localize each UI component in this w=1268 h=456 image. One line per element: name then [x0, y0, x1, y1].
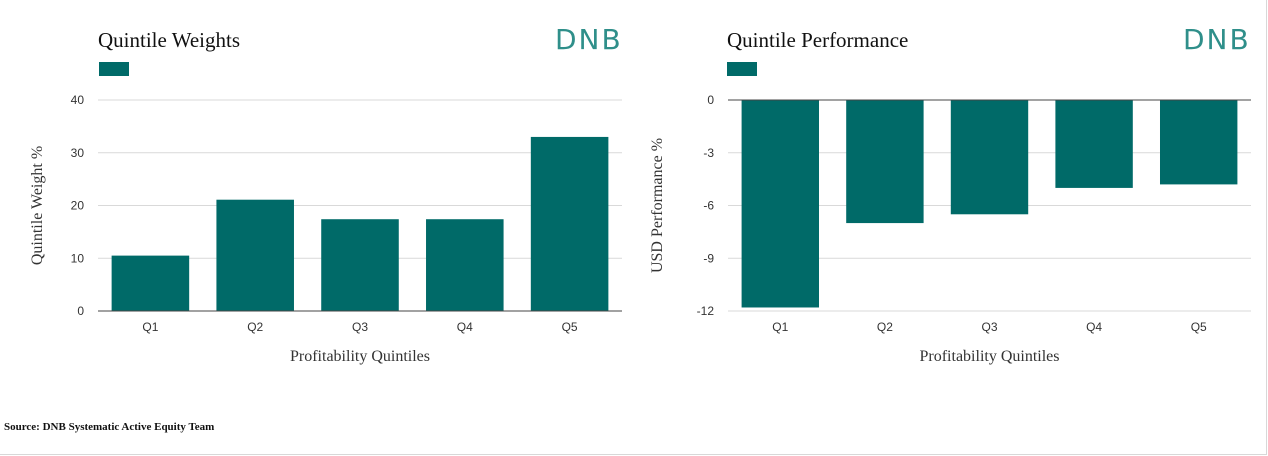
- bar-q1: [741, 100, 820, 308]
- chart-panel-quintile-weights: Quintile Weights DNB 0 10 20 30 40 Q1 Q2 Q3 Q4 Q5…: [0, 0, 634, 380]
- y-tick-label: 30: [71, 146, 85, 160]
- y-tick-label: 40: [71, 93, 85, 107]
- x-tick-label: Q3: [352, 320, 368, 334]
- bar-q2: [846, 100, 924, 224]
- x-tick-label: Q1: [142, 320, 158, 334]
- y-axis-title: Quintile Weight %: [29, 146, 46, 265]
- y-axis-title: USD Performance %: [649, 138, 666, 273]
- dnb-logo: DNB: [1183, 23, 1251, 56]
- y-tick-label: 10: [71, 251, 85, 265]
- y-tick-label: 0: [707, 93, 714, 107]
- x-axis-title: Profitability Quintiles: [290, 348, 430, 365]
- chart-svg-quintile-performance: 0 -3 -6 -9 -12 Q1 Q2 Q3 Q4 Q5 Profitability Quinti…: [649, 93, 1251, 365]
- x-tick-label: Q4: [1086, 320, 1102, 334]
- bar-q5: [1159, 100, 1238, 185]
- x-axis-title: Profitability Quintiles: [920, 348, 1060, 365]
- bar-q3: [321, 219, 399, 311]
- source-note: Source: DNB Systematic Active Equity Tea…: [4, 421, 215, 433]
- x-tick-label: Q3: [981, 320, 997, 334]
- y-tick-label: -6: [703, 199, 714, 213]
- y-tick-label: 0: [77, 304, 84, 318]
- bar-q2: [216, 199, 294, 311]
- x-tick-label: Q1: [772, 320, 788, 334]
- x-tick-label: Q2: [247, 320, 263, 334]
- legend-swatch: [99, 62, 129, 76]
- bar-q4: [426, 219, 504, 311]
- x-tick-label: Q5: [1191, 320, 1207, 334]
- bar-q4: [1055, 100, 1133, 188]
- bar-q1: [111, 255, 190, 311]
- x-tick-label: Q2: [877, 320, 893, 334]
- legend-swatch: [727, 62, 757, 76]
- bar-q5: [530, 136, 609, 311]
- y-tick-label: -12: [697, 304, 715, 318]
- x-tick-label: Q5: [562, 320, 578, 334]
- y-tick-label: -9: [703, 251, 714, 265]
- x-tick-label: Q4: [457, 320, 473, 334]
- chart-title: Quintile Weights: [98, 28, 240, 52]
- y-tick-label: -3: [703, 146, 714, 160]
- dnb-logo: DNB: [555, 23, 623, 56]
- chart-title: Quintile Performance: [727, 28, 909, 52]
- y-tick-label: 20: [71, 199, 85, 213]
- bar-q3: [950, 100, 1029, 215]
- chart-panel-quintile-performance: Quintile Performance DNB 0 -3 -6 -9 -12 Q1 Q2 Q…: [634, 0, 1268, 380]
- chart-svg-quintile-weights: 0 10 20 30 40 Q1 Q2 Q3 Q4 Q5 Profitability Quintil…: [29, 93, 622, 365]
